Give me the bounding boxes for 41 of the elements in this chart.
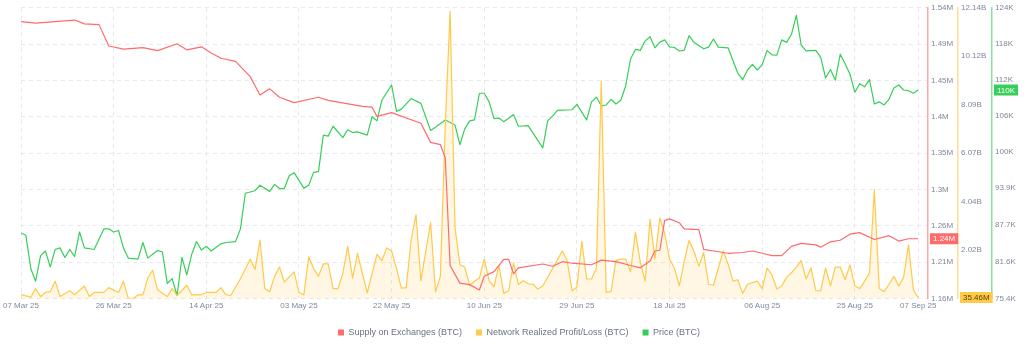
x-tick-label: 03 May 25: [280, 301, 319, 311]
x-tick-label: 26 Mar 25: [95, 301, 133, 311]
x-tick-label: 29 Jun 25: [559, 301, 596, 311]
text: 35.46M: [963, 293, 991, 303]
x-tick-label: 25 Aug 25: [836, 301, 874, 311]
x-tick-label: 07 Mar 25: [2, 301, 40, 311]
y2-tick-label: 6.07B: [961, 148, 982, 158]
y2-tick-label: 12.14B: [961, 3, 987, 12]
x-tick-label: 07 Sep 25: [900, 301, 938, 311]
legend-label: Supply on Exchanges (BTC): [348, 326, 463, 337]
legend-label: Price (BTC): [653, 326, 701, 337]
y3-tick-label: 112K: [995, 74, 1014, 84]
y-tick-label: 1.26M: [931, 220, 954, 230]
y3-tick-label: 93.9K: [995, 182, 1017, 192]
y3-tick-label: 118K: [995, 38, 1014, 48]
y3-tick-label: 100K: [995, 146, 1015, 156]
y-tick-label: 1.3M: [931, 184, 950, 194]
y-tick-label: 1.4M: [931, 111, 950, 121]
y-tick-label: 1.49M: [931, 39, 954, 49]
y-tick-label: 1.54M: [931, 3, 954, 12]
x-tick-label: 14 Apr 25: [189, 301, 224, 311]
y2-tick-label: 4.04B: [961, 196, 982, 206]
text: 1.24M: [933, 234, 956, 244]
y-tick-label: 1.35M: [931, 148, 954, 158]
y3-tick-label: 75.4K: [995, 293, 1017, 303]
x-tick-label: 18 Jul 25: [653, 301, 687, 311]
y-tick-label: 1.45M: [931, 75, 954, 85]
text: 110K: [997, 85, 1016, 95]
x-tick-label: 06 Aug 25: [744, 301, 781, 311]
y2-tick-label: 10.12B: [961, 51, 987, 61]
y2-tick-label: 2.02B: [961, 245, 982, 255]
y3-tick-label: 124K: [995, 3, 1015, 12]
y3-tick-label: 87.7K: [995, 220, 1017, 230]
y3-tick-label: 106K: [995, 110, 1015, 120]
y-tick-label: 1.16M: [931, 293, 954, 303]
x-tick-label: 10 Jun 25: [466, 301, 503, 311]
y-tick-label: 1.21M: [931, 257, 954, 267]
y2-tick-label: 8.09B: [961, 99, 982, 109]
x-tick-label: 22 May 25: [372, 301, 411, 311]
y3-tick-label: 81.6K: [995, 256, 1017, 266]
legend-label: Network Realized Profit/Loss (BTC): [486, 326, 629, 337]
